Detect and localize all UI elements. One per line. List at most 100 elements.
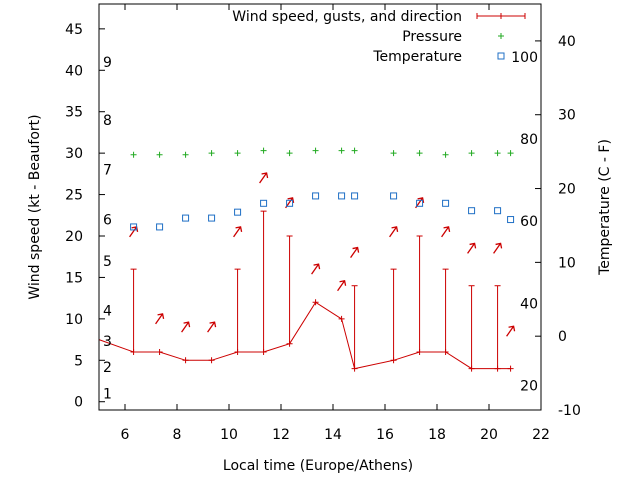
x-tick-label: 18 xyxy=(428,427,446,443)
beaufort-label: 5 xyxy=(103,254,112,270)
x-tick-label: 6 xyxy=(121,427,130,443)
legend: Wind speed, gusts, and direction Pressure… xyxy=(232,9,526,65)
wind-direction-arrow xyxy=(311,263,321,275)
wind-speed-point xyxy=(442,349,449,355)
plot-frame xyxy=(98,3,542,411)
wind-speed-point xyxy=(416,349,423,355)
temperature-point xyxy=(312,192,320,200)
y-tick-label: 30 xyxy=(65,146,83,162)
beaufort-label: 8 xyxy=(103,113,112,129)
fahrenheit-label: 40 xyxy=(520,297,538,313)
pressure-point xyxy=(130,151,137,158)
wind-speed-point xyxy=(494,365,501,372)
beaufort-label: 4 xyxy=(103,304,112,320)
x-tick-label: 10 xyxy=(220,427,238,443)
wind-direction-arrow xyxy=(389,226,399,238)
legend-label-pressure: Pressure xyxy=(402,29,462,45)
y2-tick-label: 10 xyxy=(558,255,576,271)
pressure-point xyxy=(260,147,267,154)
y-tick-label: 10 xyxy=(65,312,83,328)
wind-speed-point xyxy=(286,340,293,347)
wind-speed-point xyxy=(468,365,475,372)
temperature-point xyxy=(130,223,138,231)
temperature-point xyxy=(442,199,450,207)
y-tick-label: 45 xyxy=(65,22,83,38)
temperature-point xyxy=(156,223,164,231)
pressure-point xyxy=(507,150,514,157)
y-tick-label: 25 xyxy=(65,188,83,204)
wind-direction-arrow xyxy=(337,279,347,292)
beaufort-label: 1 xyxy=(103,386,112,402)
wind-speed-point xyxy=(260,349,267,355)
pressure-point xyxy=(338,147,345,154)
pressure-point xyxy=(312,147,319,154)
pressure-point xyxy=(494,150,501,157)
temperature-point xyxy=(494,207,502,215)
wind-speed-point xyxy=(390,357,397,364)
wind-direction-arrow xyxy=(207,321,217,333)
x-tick-label: 12 xyxy=(272,427,290,443)
pressure-point xyxy=(468,150,475,157)
beaufort-label: 7 xyxy=(103,163,112,179)
wind-speed-point xyxy=(156,349,163,355)
x-tick-label: 8 xyxy=(173,427,182,443)
legend-swatch-wind-point xyxy=(498,13,504,19)
x-tick-label: 16 xyxy=(376,427,394,443)
y-axis-label: Wind speed (kt - Beaufort) xyxy=(27,114,43,299)
y2-tick-label: 30 xyxy=(558,108,576,124)
pressure-point xyxy=(442,151,449,158)
y-tick-label: 35 xyxy=(65,105,83,121)
wind-direction-arrow xyxy=(441,226,451,238)
beaufort-label: 6 xyxy=(103,212,112,228)
wind-speed-point xyxy=(338,315,345,322)
temperature-point xyxy=(182,214,190,222)
pressure-point xyxy=(390,150,397,157)
wind-speed-point xyxy=(312,299,319,306)
pressure-point xyxy=(286,150,293,157)
legend-label-wind: Wind speed, gusts, and direction xyxy=(232,9,462,25)
y2-tick-label: 20 xyxy=(558,182,576,198)
wind-speed-point xyxy=(208,357,215,364)
temperature-point xyxy=(416,199,424,207)
temperature-point xyxy=(338,192,346,200)
temperature-point xyxy=(390,192,398,200)
wind-direction-arrow xyxy=(155,313,165,325)
wind-speed-point xyxy=(130,349,137,355)
x-axis-label: Local time (Europe/Athens) xyxy=(223,458,413,474)
wind-direction-arrow xyxy=(259,172,269,184)
temperature-point xyxy=(507,216,515,224)
y2-axis-label: Temperature (C - F) xyxy=(597,139,613,276)
x-tick-label: 20 xyxy=(480,427,498,443)
temperature-point xyxy=(286,199,294,207)
y-tick-label: 40 xyxy=(65,63,83,79)
wind-direction-arrow xyxy=(181,321,191,333)
y2-tick-label: 0 xyxy=(558,329,567,345)
fahrenheit-label: 60 xyxy=(520,214,538,230)
x-tick-label: 14 xyxy=(324,427,342,443)
temperature-point xyxy=(468,207,476,215)
pressure-point xyxy=(416,150,423,157)
legend-swatch-pressure xyxy=(498,33,504,39)
legend-label-temperature: Temperature xyxy=(372,49,462,65)
pressure-point xyxy=(156,151,163,158)
pressure-point xyxy=(208,150,215,157)
wind-direction-arrow xyxy=(493,242,503,254)
x-tick-label: 22 xyxy=(532,427,550,443)
pressure-point xyxy=(234,150,241,157)
fahrenheit-label: 100 xyxy=(511,50,538,66)
y-tick-label: 20 xyxy=(65,229,83,245)
wind-direction-arrow xyxy=(350,246,360,258)
pressure-point xyxy=(351,147,358,154)
y2-tick-label: 40 xyxy=(558,34,576,50)
wind-direction-arrow xyxy=(506,325,516,337)
wind-direction-arrow xyxy=(467,242,477,254)
y-tick-label: 15 xyxy=(65,270,83,286)
beaufort-label: 3 xyxy=(103,334,112,350)
temperature-point xyxy=(234,208,242,216)
fahrenheit-label: 80 xyxy=(520,132,538,148)
y-tick-label: 0 xyxy=(74,395,83,411)
wind-speed-point xyxy=(351,365,358,372)
y-tick-label: 5 xyxy=(74,353,83,369)
wind-direction-arrow xyxy=(233,226,243,238)
temperature-point xyxy=(208,214,216,222)
